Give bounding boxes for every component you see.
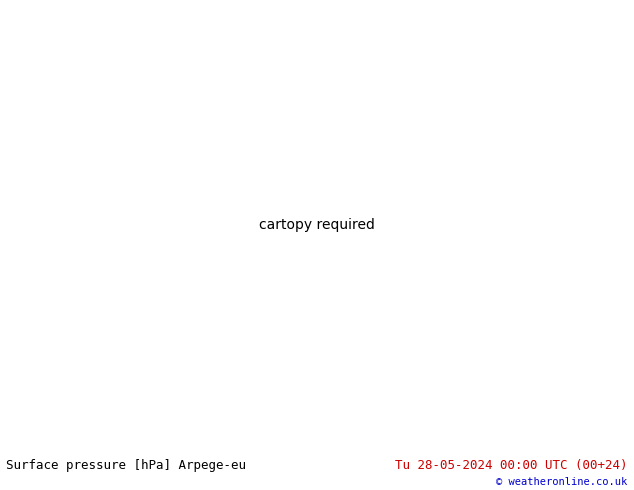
Text: cartopy required: cartopy required <box>259 218 375 232</box>
Text: © weatheronline.co.uk: © weatheronline.co.uk <box>496 477 628 487</box>
Text: Surface pressure [hPa] Arpege-eu: Surface pressure [hPa] Arpege-eu <box>6 459 247 472</box>
Text: Tu 28-05-2024 00:00 UTC (00+24): Tu 28-05-2024 00:00 UTC (00+24) <box>395 459 628 472</box>
